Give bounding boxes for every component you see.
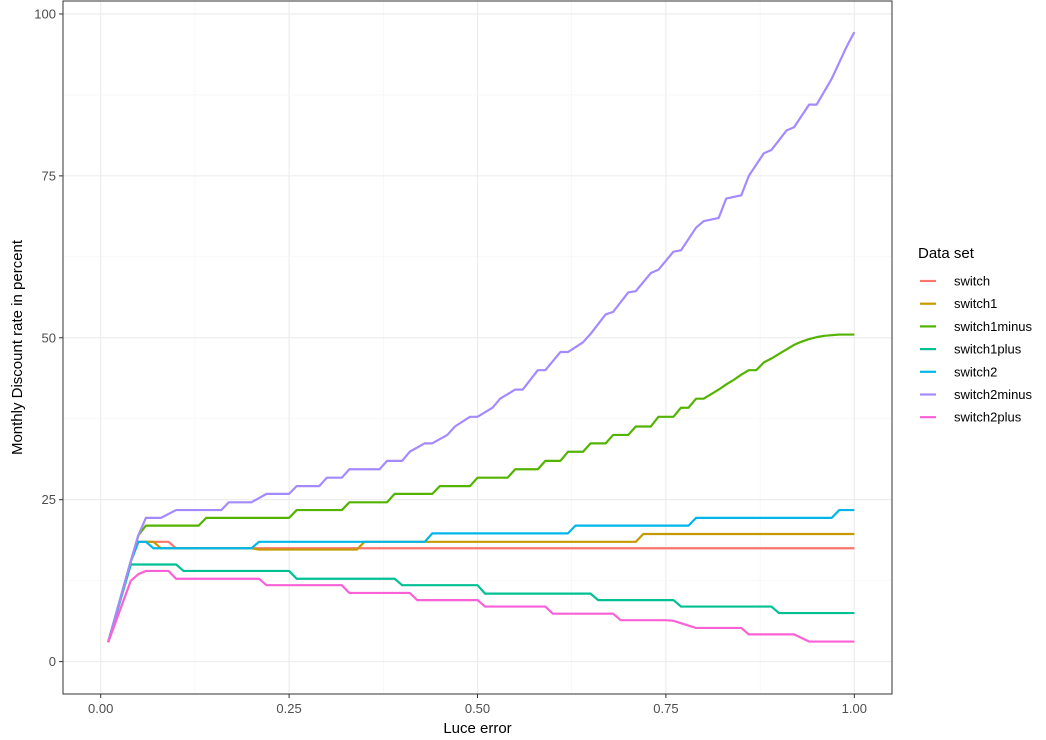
legend-label: switch bbox=[954, 274, 990, 289]
legend-item-switch2: switch2 bbox=[920, 364, 997, 379]
legend-item-switch2plus: switch2plus bbox=[920, 410, 1022, 425]
legend-label: switch1minus bbox=[954, 319, 1033, 334]
legend-title: Data set bbox=[918, 245, 975, 262]
y-tick-label: 50 bbox=[42, 330, 56, 345]
series-line-switch bbox=[107, 540, 855, 643]
x-tick-label: 0.25 bbox=[276, 701, 301, 716]
legend-item-switch1minus: switch1minus bbox=[920, 319, 1033, 334]
legend-item-switch: switch bbox=[920, 274, 990, 289]
legend-label: switch2 bbox=[954, 364, 997, 379]
x-tick-label: 0.75 bbox=[653, 701, 678, 716]
legend-label: switch2minus bbox=[954, 387, 1033, 402]
series-line-switch2minus bbox=[107, 31, 856, 643]
legend-label: switch1plus bbox=[954, 342, 1022, 357]
series-lines bbox=[107, 31, 856, 643]
y-tick-label: 0 bbox=[49, 654, 56, 669]
series-line-switch1plus bbox=[107, 563, 855, 643]
legend-item-switch2minus: switch2minus bbox=[920, 387, 1033, 402]
x-tick-label: 0.00 bbox=[88, 701, 113, 716]
grid bbox=[63, 1, 892, 694]
series-line-switch1minus bbox=[107, 333, 855, 643]
y-tick-label: 25 bbox=[42, 492, 56, 507]
y-tick-label: 100 bbox=[34, 6, 56, 21]
x-axis-title: Luce error bbox=[443, 720, 511, 737]
legend-item-switch1: switch1 bbox=[920, 296, 997, 311]
legend-item-switch1plus: switch1plus bbox=[920, 342, 1022, 357]
legend-label: switch2plus bbox=[954, 410, 1022, 425]
series-line-switch2plus bbox=[107, 569, 855, 643]
series-line-switch2 bbox=[107, 508, 855, 643]
x-tick-label: 0.50 bbox=[465, 701, 490, 716]
axes: 0.00 0.25 0.50 0.75 1.00 0 25 50 75 100 bbox=[34, 6, 867, 716]
y-axis-title: Monthly Discount rate in percent bbox=[9, 239, 26, 455]
x-tick-label: 1.00 bbox=[842, 701, 867, 716]
legend-label: switch1 bbox=[954, 296, 997, 311]
legend: Data set switch switch1 switch1minus switch… bbox=[918, 245, 1033, 425]
y-tick-label: 75 bbox=[42, 168, 56, 183]
